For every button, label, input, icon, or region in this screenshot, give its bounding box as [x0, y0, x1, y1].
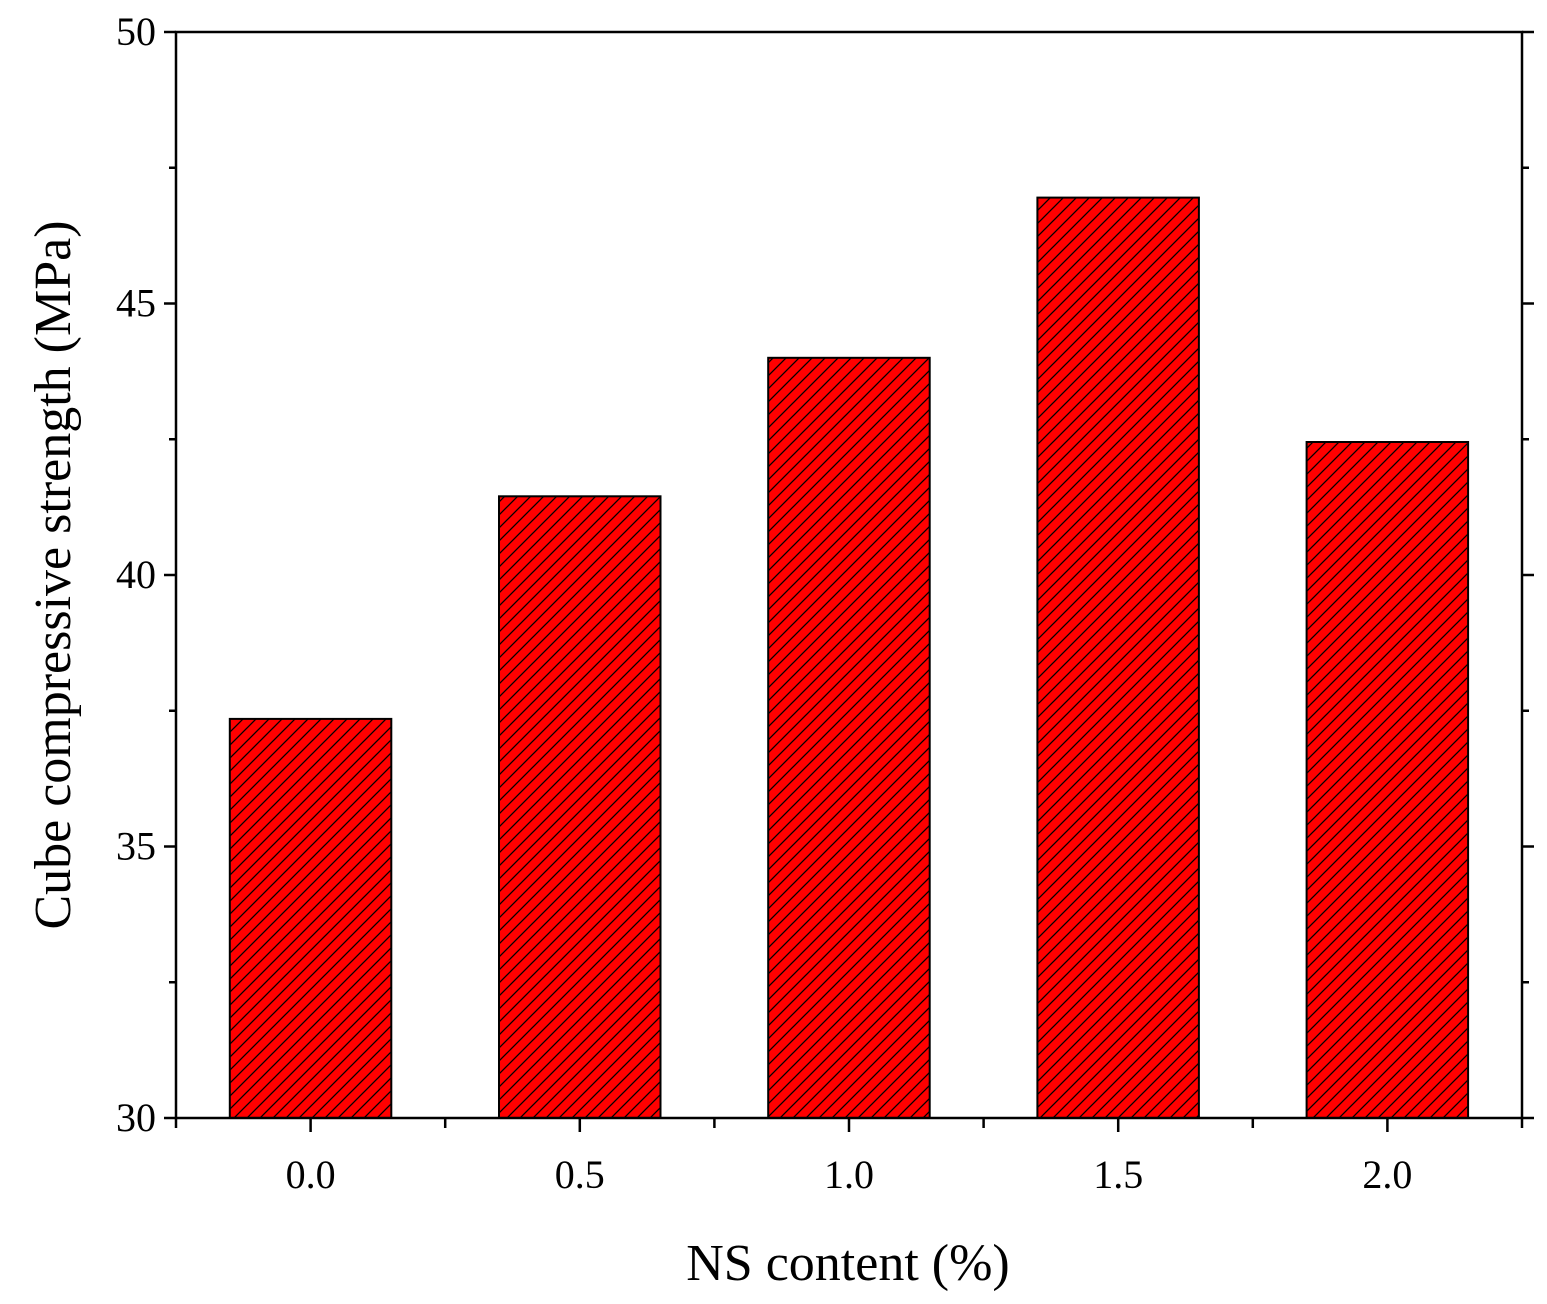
- y-tick-label: 45: [116, 281, 156, 326]
- x-tick-label: 1.0: [824, 1152, 874, 1197]
- y-tick-label: 35: [116, 824, 156, 869]
- x-tick-label: 1.5: [1093, 1152, 1143, 1197]
- bar-0.5: [498, 495, 662, 1119]
- x-axis-title: NS content (%): [686, 1235, 1009, 1292]
- bar-1.0: [767, 356, 931, 1119]
- y-tick-label: 30: [116, 1095, 156, 1140]
- bar-0.0: [228, 717, 393, 1120]
- y-tick-label: 40: [116, 552, 156, 597]
- y-axis-title: Cube compressive strength (MPa): [25, 220, 82, 929]
- bars: [228, 196, 1470, 1120]
- x-tick-label: 0.5: [555, 1152, 605, 1197]
- bar-1.5: [1036, 196, 1200, 1120]
- y-tick-label: 50: [116, 9, 156, 54]
- x-axis-ticks: 0.0 0.5 1.0 1.5 2.0: [174, 1118, 1524, 1197]
- x-tick-label: 0.0: [286, 1152, 336, 1197]
- bar-2.0: [1305, 441, 1470, 1119]
- y-axis-ticks: 30 35 40 45 50: [116, 9, 1534, 1140]
- x-tick-label: 2.0: [1362, 1152, 1412, 1197]
